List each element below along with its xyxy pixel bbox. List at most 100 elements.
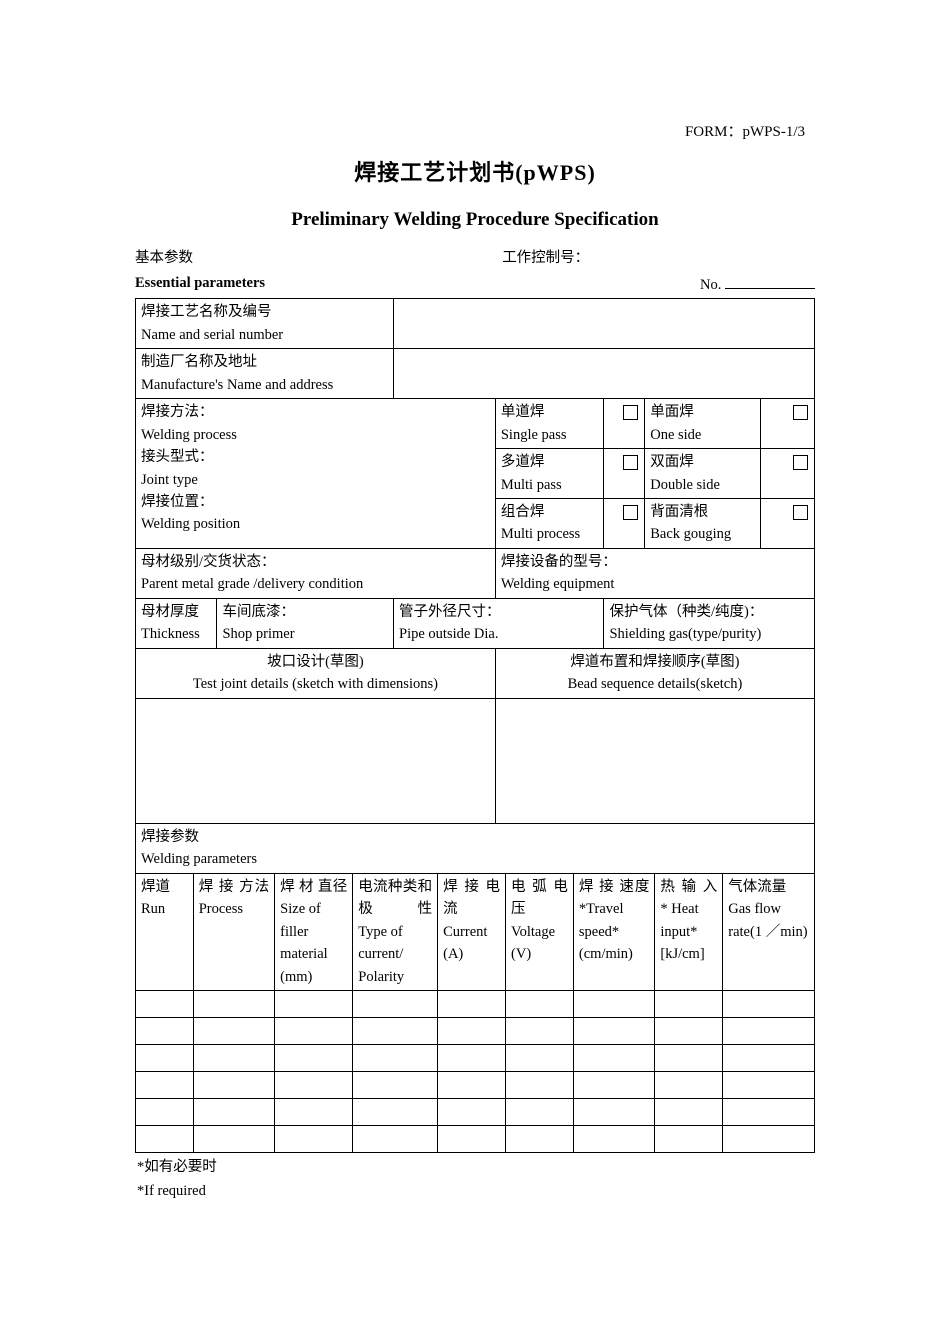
hdr-run: 焊道 Run — [136, 874, 194, 991]
hdr-gas: 气体流量 Gas flow rate(1 ／min) — [723, 874, 815, 991]
welding-process-cn: 焊接方法： — [141, 401, 490, 423]
cell[interactable] — [136, 991, 194, 1018]
manufacturer-cell: 制造厂名称及地址 Manufacture's Name and address — [136, 349, 394, 399]
double-side-check-cell — [760, 449, 814, 499]
cell[interactable] — [655, 1072, 723, 1099]
name-serial-cn: 焊接工艺名称及编号 — [141, 301, 388, 323]
no-underline[interactable] — [725, 272, 815, 289]
cell[interactable] — [506, 1099, 574, 1126]
cell[interactable] — [573, 1126, 654, 1153]
param-row-5 — [136, 1099, 815, 1126]
cell[interactable] — [573, 1045, 654, 1072]
bead-sketch-area[interactable] — [495, 698, 814, 823]
multi-process-checkbox[interactable] — [623, 505, 638, 520]
cell[interactable] — [573, 1099, 654, 1126]
hdr-process: 焊 接 方法 Process — [193, 874, 274, 991]
cell[interactable] — [353, 1072, 438, 1099]
cell[interactable] — [506, 1045, 574, 1072]
multi-pass-check-cell — [604, 449, 645, 499]
single-pass-checkbox[interactable] — [623, 405, 638, 420]
hdr-current-en: Current (A) — [443, 921, 500, 966]
cell[interactable] — [193, 1072, 274, 1099]
cell[interactable] — [275, 991, 353, 1018]
groove-en: Test joint details (sketch with dimensio… — [141, 673, 490, 695]
cell[interactable] — [136, 1126, 194, 1153]
cell[interactable] — [506, 1018, 574, 1045]
bead-header: 焊道布置和焊接顺序(草图) Bead sequence details(sket… — [495, 648, 814, 698]
multi-pass-checkbox[interactable] — [623, 455, 638, 470]
cell[interactable] — [275, 1045, 353, 1072]
cell[interactable] — [136, 1045, 194, 1072]
one-side-cn: 单面焊 — [650, 401, 754, 423]
cell[interactable] — [655, 1018, 723, 1045]
cell[interactable] — [438, 1018, 506, 1045]
cell[interactable] — [193, 1099, 274, 1126]
shop-primer-en: Shop primer — [222, 623, 388, 645]
cell[interactable] — [438, 1099, 506, 1126]
cell[interactable] — [723, 1045, 815, 1072]
title-en: Preliminary Welding Procedure Specificat… — [135, 207, 815, 234]
cell[interactable] — [723, 1072, 815, 1099]
hdr-current-cn: 焊 接 电流 — [443, 876, 500, 921]
cell[interactable] — [506, 991, 574, 1018]
cell[interactable] — [275, 1018, 353, 1045]
name-serial-cell: 焊接工艺名称及编号 Name and serial number — [136, 299, 394, 349]
hdr-current: 焊 接 电流 Current (A) — [438, 874, 506, 991]
name-serial-input[interactable] — [394, 299, 815, 349]
cell[interactable] — [275, 1072, 353, 1099]
one-side-en: One side — [650, 424, 754, 446]
cell[interactable] — [353, 1045, 438, 1072]
manufacturer-cn: 制造厂名称及地址 — [141, 351, 388, 373]
cell[interactable] — [655, 1099, 723, 1126]
cell[interactable] — [723, 1099, 815, 1126]
thickness-cell: 母材厚度 Thickness — [136, 598, 217, 648]
shielding-gas-cn: 保护气体（种类/纯度)： — [609, 601, 809, 623]
cell[interactable] — [573, 991, 654, 1018]
cell[interactable] — [136, 1018, 194, 1045]
cell[interactable] — [573, 1018, 654, 1045]
back-gouging-en: Back gouging — [650, 523, 754, 545]
one-side-checkbox[interactable] — [793, 405, 808, 420]
cell[interactable] — [655, 1045, 723, 1072]
double-side-cell: 双面焊 Double side — [645, 449, 760, 499]
cell[interactable] — [136, 1072, 194, 1099]
manufacturer-input[interactable] — [394, 349, 815, 399]
cell[interactable] — [438, 1045, 506, 1072]
multi-pass-en: Multi pass — [501, 474, 599, 496]
cell[interactable] — [353, 1126, 438, 1153]
cell[interactable] — [193, 1018, 274, 1045]
cell[interactable] — [655, 1126, 723, 1153]
cell[interactable] — [438, 991, 506, 1018]
hdr-heat-en: * Heat input* [kJ/cm] — [660, 898, 717, 965]
cell[interactable] — [655, 991, 723, 1018]
cell[interactable] — [353, 1018, 438, 1045]
welding-params-en: Welding parameters — [141, 848, 809, 870]
cell[interactable] — [506, 1072, 574, 1099]
parent-metal-cell: 母材级别/交货状态： Parent metal grade /delivery … — [136, 548, 496, 598]
manufacturer-en: Manufacture's Name and address — [141, 374, 388, 396]
header-table: 基本参数 工作控制号： Essential parameters No. — [135, 247, 815, 298]
cell[interactable] — [723, 1018, 815, 1045]
cell[interactable] — [438, 1126, 506, 1153]
groove-sketch-area[interactable] — [136, 698, 496, 823]
page: FORM：pWPS-1/3 焊接工艺计划书(pWPS) Preliminary … — [0, 0, 945, 1337]
cell[interactable] — [275, 1099, 353, 1126]
cell[interactable] — [193, 1045, 274, 1072]
cell[interactable] — [136, 1099, 194, 1126]
cell[interactable] — [193, 991, 274, 1018]
name-serial-en: Name and serial number — [141, 324, 388, 346]
cell[interactable] — [723, 991, 815, 1018]
no-label: No. — [700, 277, 721, 293]
cell[interactable] — [506, 1126, 574, 1153]
cell[interactable] — [723, 1126, 815, 1153]
back-gouging-checkbox[interactable] — [793, 505, 808, 520]
cell[interactable] — [573, 1072, 654, 1099]
cell[interactable] — [438, 1072, 506, 1099]
pipe-od-en: Pipe outside Dia. — [399, 623, 598, 645]
cell[interactable] — [353, 991, 438, 1018]
double-side-checkbox[interactable] — [793, 455, 808, 470]
cell[interactable] — [353, 1099, 438, 1126]
one-side-cell: 单面焊 One side — [645, 399, 760, 449]
cell[interactable] — [193, 1126, 274, 1153]
cell[interactable] — [275, 1126, 353, 1153]
